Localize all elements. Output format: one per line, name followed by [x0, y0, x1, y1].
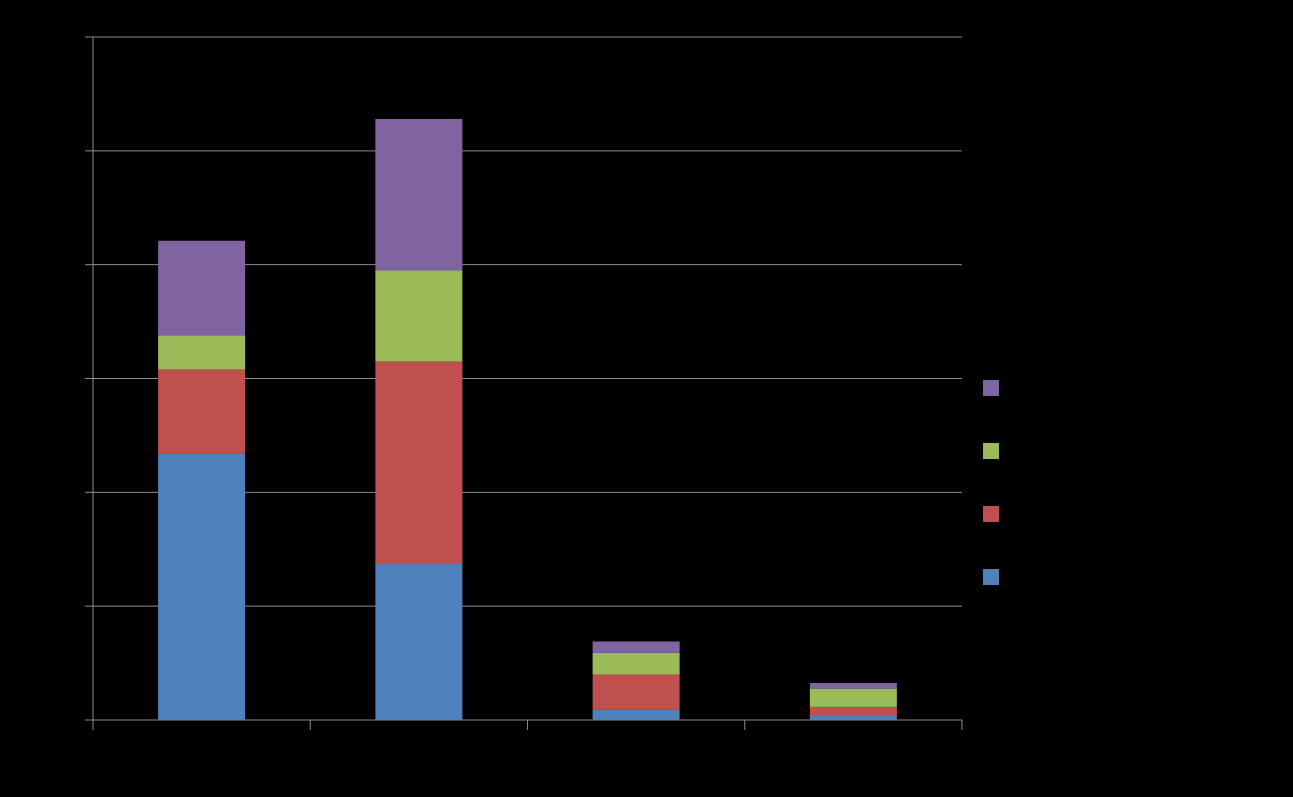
bar-segment [809, 716, 897, 720]
legend-swatch [983, 506, 999, 522]
bar-segment [158, 240, 246, 336]
bar-segment [809, 706, 897, 717]
bar-segment [809, 688, 897, 707]
bar-segment [809, 683, 897, 689]
bar-segment [592, 674, 680, 710]
bar-segment [592, 641, 680, 653]
bar-segment [158, 335, 246, 370]
bar-segment [592, 709, 680, 720]
legend-swatch [983, 380, 999, 396]
bar-segment [158, 369, 246, 454]
legend-swatch [983, 569, 999, 585]
bar-segment [375, 118, 463, 271]
bar-segment [375, 270, 463, 362]
bar-segment [592, 652, 680, 675]
bar-segment [158, 453, 246, 720]
bar-segment [375, 564, 463, 720]
legend-swatch [983, 443, 999, 459]
bar-segment [375, 361, 463, 565]
